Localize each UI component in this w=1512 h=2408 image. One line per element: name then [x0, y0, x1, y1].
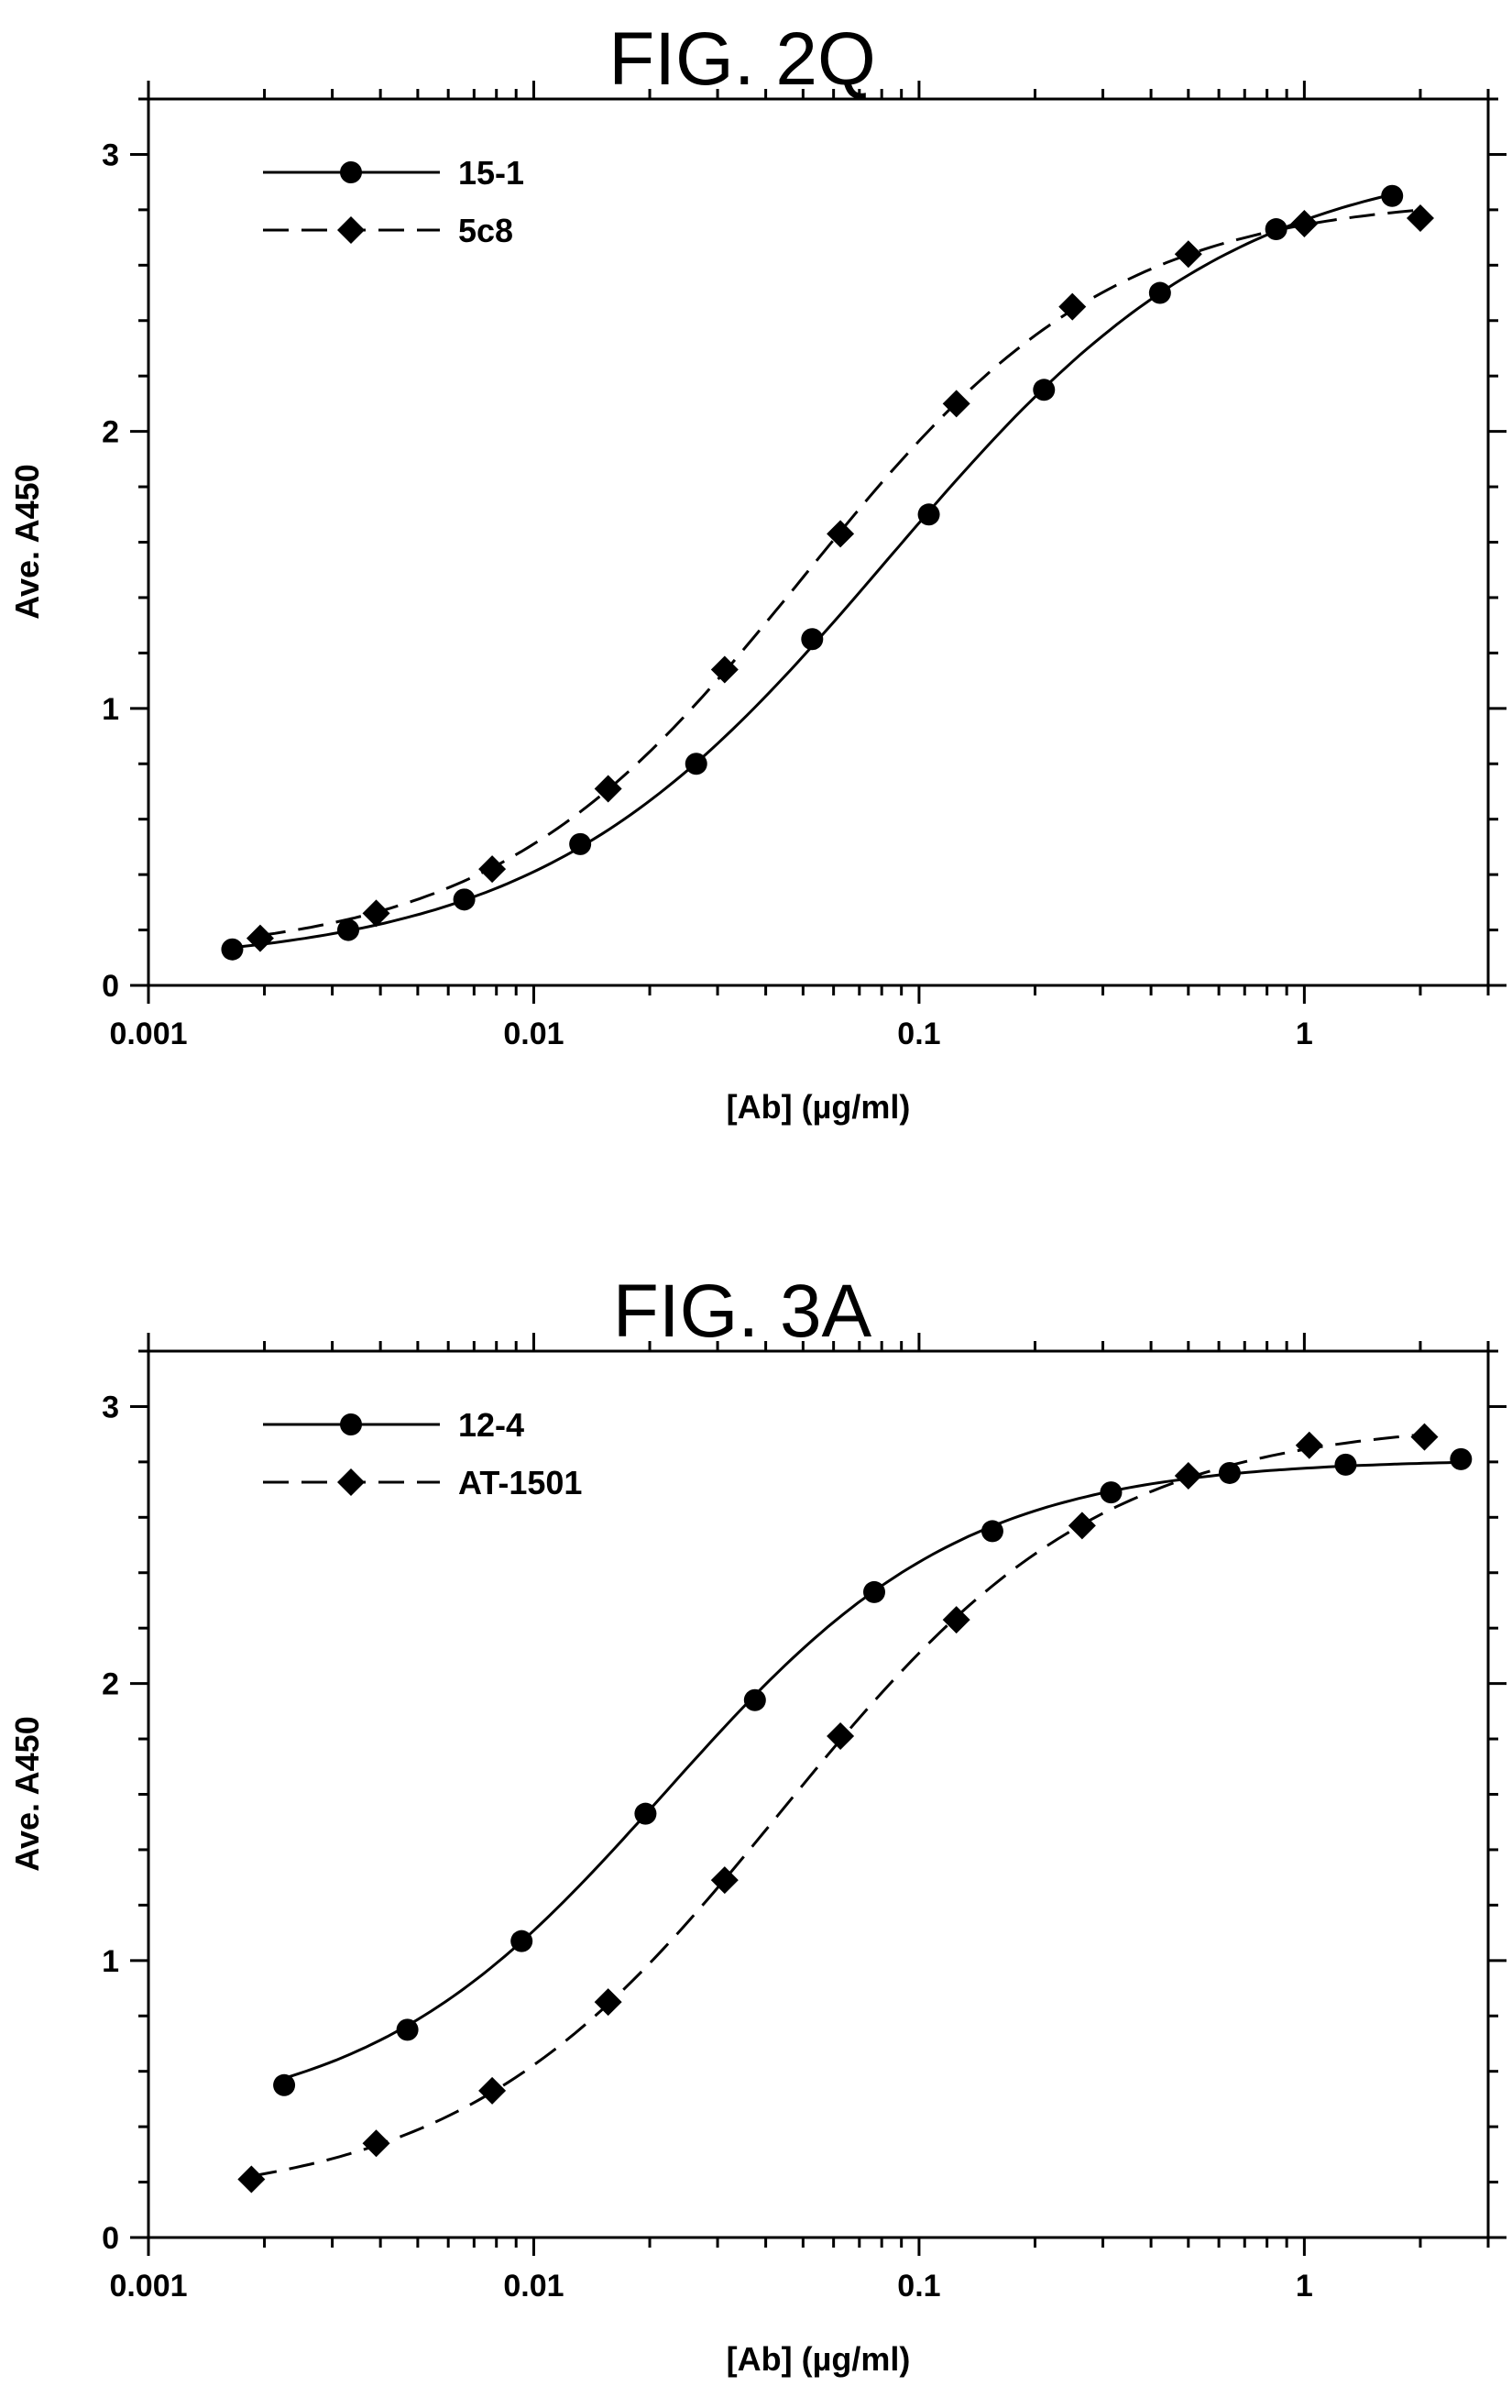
data-point-diamond	[478, 2076, 507, 2105]
x-tick-label: 1	[1296, 1017, 1313, 1051]
data-point-circle	[685, 753, 707, 775]
data-point-diamond	[1410, 1423, 1439, 1451]
data-point-circle	[569, 832, 592, 855]
data-point-circle	[453, 888, 476, 911]
data-point-circle	[221, 938, 244, 961]
data-point-circle	[1148, 281, 1171, 304]
data-point-diamond	[237, 2165, 266, 2194]
data-point-circle	[510, 1930, 533, 1952]
data-point-diamond	[1295, 1431, 1323, 1459]
legend-label: AT-1501	[458, 1464, 582, 1501]
data-point-circle	[396, 2018, 419, 2041]
series-line-2	[251, 1433, 1425, 2178]
y-tick-label: 1	[102, 1944, 119, 1979]
data-point-diamond	[1290, 209, 1319, 237]
data-point-circle	[863, 1580, 886, 1603]
data-point-circle	[917, 503, 940, 526]
y-tick-label: 2	[102, 415, 119, 450]
y-tick-label: 2	[102, 1667, 119, 1702]
x-tick-label: 0.1	[897, 1017, 940, 1051]
data-point-circle	[337, 918, 360, 941]
y-tick-label: 3	[102, 1390, 119, 1424]
data-point-circle	[1381, 184, 1404, 207]
x-axis-label: [Ab] (µg/ml)	[727, 2340, 911, 2378]
y-tick-label: 3	[102, 137, 119, 172]
data-point-diamond	[942, 390, 970, 418]
chart-fig-2q: FIG. 2Q 0 1 2 3 0.001 0.01 0.1 1 15-1 5c8 [Ab]…	[8, 17, 1507, 1126]
figure-title: FIG. 2Q	[608, 17, 876, 101]
y-tick-label: 1	[102, 692, 119, 727]
data-point-diamond	[827, 520, 855, 548]
data-point-circle	[801, 628, 824, 651]
data-point-circle	[1334, 1453, 1357, 1476]
x-tick-label: 0.01	[503, 2269, 564, 2304]
x-tick-labels: 0.001 0.01 0.1 1	[109, 1017, 1312, 1051]
x-tick-labels: 0.001 0.01 0.1 1	[109, 2269, 1312, 2304]
data-point-diamond	[362, 899, 390, 928]
legend: 12-4 AT-1501	[263, 1406, 582, 1501]
data-point-diamond	[942, 1606, 970, 1634]
axis-ticks	[130, 1333, 1507, 2256]
data-point-diamond	[246, 924, 274, 952]
data-point-circle	[981, 1520, 1003, 1543]
series-line-2	[259, 208, 1421, 938]
x-tick-label: 0.001	[109, 1017, 187, 1051]
legend-marker-diamond	[337, 216, 365, 244]
legend-label: 15-1	[458, 154, 524, 192]
data-point-circle	[273, 2073, 296, 2096]
data-point-diamond	[710, 1866, 739, 1895]
data-points	[221, 184, 1434, 961]
y-tick-label: 0	[102, 969, 119, 1004]
axis-ticks	[130, 81, 1507, 1004]
data-point-diamond	[1174, 1461, 1202, 1490]
data-point-diamond	[594, 775, 622, 803]
data-point-diamond	[1068, 1512, 1096, 1540]
legend: 15-1 5c8	[263, 154, 524, 249]
data-point-circle	[1100, 1481, 1123, 1504]
x-tick-label: 0.001	[109, 2269, 187, 2304]
y-axis-label: Ave. A450	[8, 464, 46, 619]
legend-label: 5c8	[458, 212, 513, 249]
legend-marker-diamond	[337, 1468, 365, 1496]
x-tick-label: 0.01	[503, 1017, 564, 1051]
data-point-diamond	[1174, 240, 1202, 269]
legend-marker-circle	[340, 1413, 362, 1435]
legend-label: 12-4	[458, 1406, 524, 1444]
x-axis-label: [Ab] (µg/ml)	[727, 1088, 911, 1126]
data-point-circle	[634, 1802, 657, 1825]
data-point-diamond	[1406, 203, 1434, 232]
data-point-diamond	[362, 2129, 390, 2158]
data-point-circle	[1033, 379, 1056, 401]
figure-title: FIG. 3A	[613, 1270, 872, 1353]
x-tick-label: 1	[1296, 2269, 1313, 2304]
data-point-circle	[1265, 218, 1287, 241]
y-axis-label: Ave. A450	[8, 1716, 46, 1871]
series-line-1	[283, 1460, 1462, 2080]
data-point-diamond	[594, 1988, 622, 2017]
data-point-circle	[1218, 1461, 1241, 1484]
fit-curves	[251, 1433, 1462, 2178]
y-tick-labels: 0 1 2 3	[102, 137, 119, 1004]
data-point-diamond	[827, 1722, 855, 1751]
x-tick-label: 0.1	[897, 2269, 940, 2304]
data-point-diamond	[478, 855, 507, 884]
fit-curves	[232, 192, 1421, 950]
data-point-diamond	[710, 655, 739, 684]
data-points	[237, 1423, 1473, 2194]
legend-marker-circle	[340, 161, 362, 183]
y-tick-label: 0	[102, 2221, 119, 2256]
data-point-circle	[743, 1688, 766, 1711]
series-line-1	[232, 192, 1393, 950]
data-point-circle	[1450, 1447, 1473, 1470]
y-tick-labels: 0 1 2 3	[102, 1390, 119, 2256]
data-point-diamond	[1058, 292, 1087, 321]
